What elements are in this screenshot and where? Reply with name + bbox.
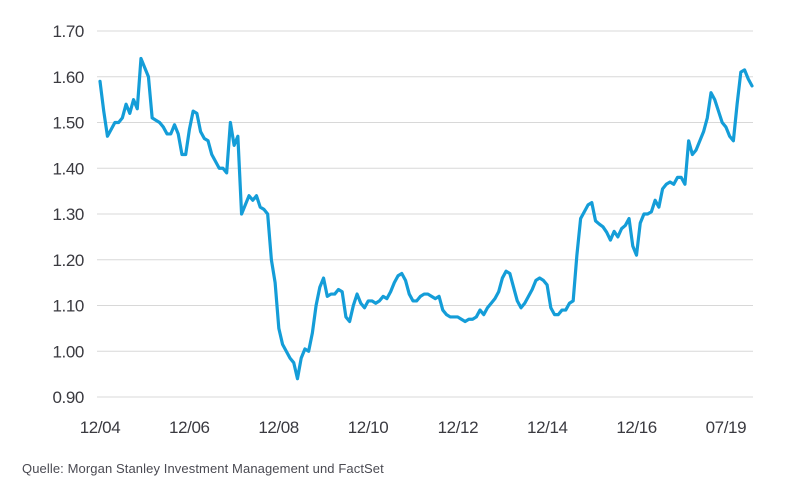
- x-tick-label: 12/04: [80, 418, 121, 437]
- y-tick-label: 1.70: [53, 22, 85, 41]
- x-tick-label: 12/12: [438, 418, 479, 437]
- y-tick-label: 1.20: [53, 251, 85, 270]
- x-tick-label: 12/08: [258, 418, 299, 437]
- y-tick-label: 1.10: [53, 297, 85, 316]
- source-text: Quelle: Morgan Stanley Investment Manage…: [22, 461, 384, 476]
- x-tick-label: 07/19: [706, 418, 747, 437]
- y-tick-label: 1.40: [53, 159, 85, 178]
- x-tick-label: 12/16: [616, 418, 657, 437]
- y-tick-label: 1.30: [53, 205, 85, 224]
- y-tick-label: 1.00: [53, 342, 85, 361]
- x-tick-label: 12/14: [527, 418, 568, 437]
- y-tick-label: 1.50: [53, 114, 85, 133]
- line-chart: 1.70 1.60 1.50 1.40 1.30 1.20 1.10 1.00 0.90 12/0…: [53, 22, 754, 437]
- x-tick-label: 12/06: [169, 418, 210, 437]
- series-line: [98, 56, 754, 381]
- x-tick-label: 12/10: [348, 418, 389, 437]
- y-tick-label: 0.90: [53, 388, 85, 407]
- y-tick-label: 1.60: [53, 68, 85, 87]
- chart: 1.70 1.60 1.50 1.40 1.30 1.20 1.10 1.00 0.90 12/0…: [53, 22, 754, 437]
